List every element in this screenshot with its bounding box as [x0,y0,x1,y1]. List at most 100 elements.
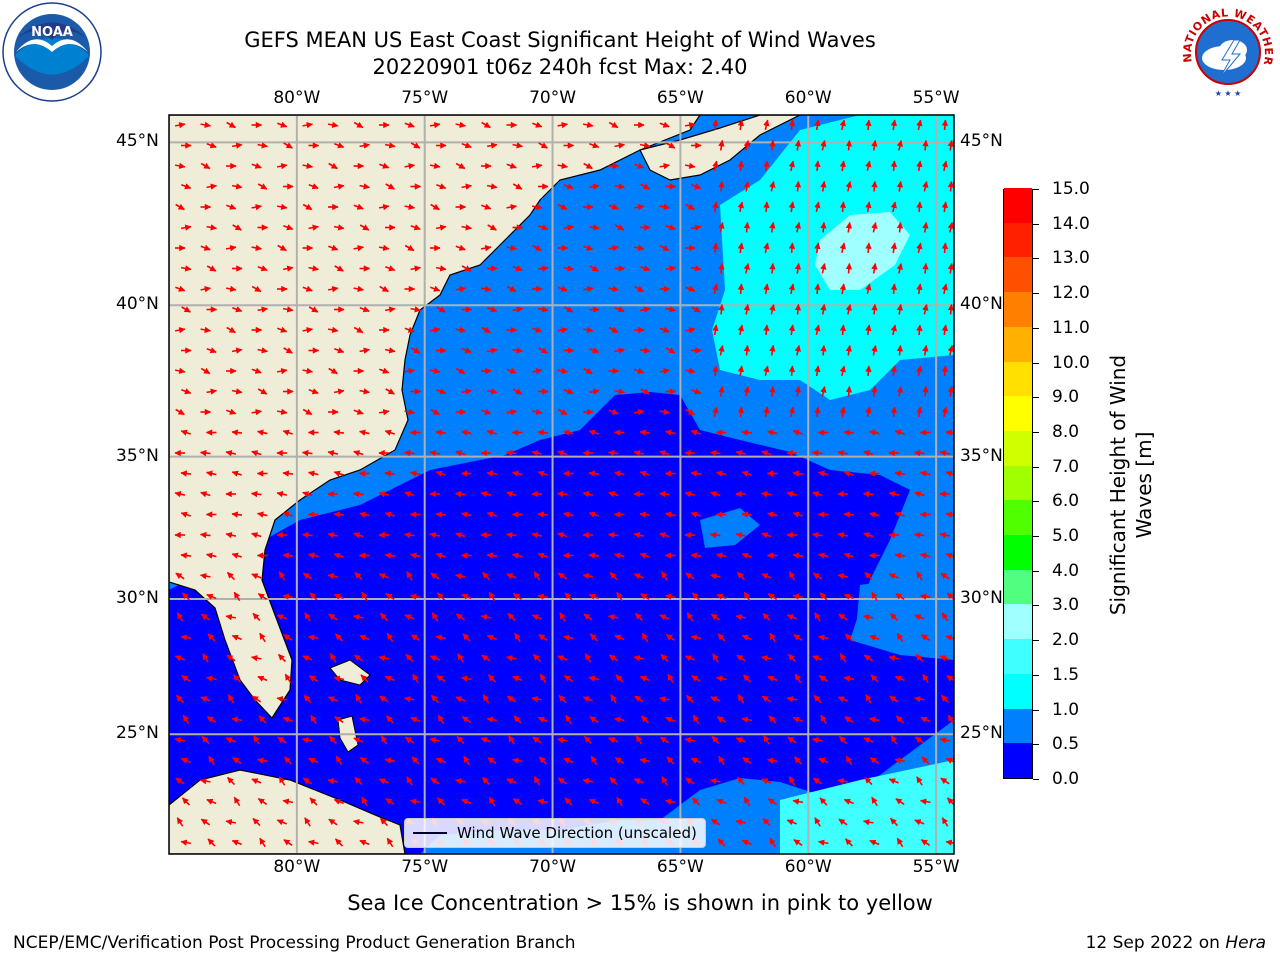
wave-direction-arrow [794,385,802,397]
wave-direction-arrow [812,655,823,662]
wave-direction-arrow [456,735,465,745]
wave-direction-arrow [894,552,906,559]
wave-direction-arrow [741,552,753,559]
wave-direction-arrow [844,716,854,723]
wave-direction-arrow [871,222,878,233]
wave-direction-arrow [404,736,415,744]
wave-direction-arrow [180,511,192,518]
colorbar-segment [1004,499,1032,536]
wave-direction-arrow [508,735,515,745]
wave-direction-arrow [817,470,829,477]
wave-direction-arrow [640,265,651,272]
wave-direction-arrow [845,385,853,397]
wave-direction-arrow [199,531,211,539]
wave-direction-arrow [614,757,625,764]
wave-direction-arrow [685,203,695,211]
wave-direction-arrow [684,491,696,498]
wave-direction-arrow [283,347,293,354]
wave-direction-arrow [941,160,948,172]
wave-direction-arrow [614,306,625,313]
wave-direction-arrow [562,511,574,518]
wave-direction-arrow [302,326,314,334]
wave-direction-arrow [435,634,447,641]
wave-direction-arrow [588,798,599,805]
wave-direction-arrow [913,695,925,703]
wave-direction-arrow [761,573,772,580]
wave-direction-arrow [378,654,390,662]
wave-direction-arrow [404,491,415,498]
wave-direction-arrow [786,819,797,826]
wave-direction-arrow [455,450,466,457]
colorbar-title: Significant Height of Wind Waves [m] [1106,354,1156,616]
wave-direction-arrow [743,386,750,397]
wave-direction-arrow [633,203,645,211]
wave-direction-arrow [487,224,497,231]
wave-direction-arrow [865,365,872,377]
wave-direction-arrow [384,347,396,354]
wave-direction-arrow [233,796,241,807]
latitude-label: 25°N [960,723,1003,744]
wave-direction-arrow [283,839,293,846]
wave-direction-arrow [256,757,268,764]
wave-direction-arrow [563,757,574,764]
wave-direction-arrow [481,326,491,334]
colorbar-label: 12.0 [1052,283,1090,304]
wave-direction-arrow [253,735,260,745]
wave-direction-arrow [919,470,931,477]
colorbar-label: 9.0 [1052,387,1080,408]
wave-direction-arrow [940,694,950,704]
wave-direction-arrow [794,139,802,151]
wave-direction-arrow [788,776,796,786]
wave-direction-arrow [537,265,549,272]
wave-direction-arrow [404,408,416,416]
wave-direction-arrow [589,633,599,642]
wave-direction-arrow [914,614,925,621]
wave-direction-arrow [659,244,670,252]
wave-direction-arrow [328,244,339,251]
wave-direction-arrow [334,838,344,847]
wave-direction-arrow [175,203,185,211]
wave-direction-arrow [556,490,568,498]
wave-direction-arrow [792,429,804,436]
wave-direction-arrow [505,654,517,662]
wave-direction-arrow [328,735,338,745]
wave-direction-arrow [837,696,848,703]
wave-direction-arrow [839,365,846,377]
wave-direction-arrow [301,531,313,539]
wave-direction-arrow [557,408,568,416]
wave-direction-arrow [947,714,954,725]
wave-direction-arrow [812,491,823,498]
wave-direction-arrow [763,119,770,131]
colorbar-segment [1004,187,1032,223]
wave-direction-arrow [455,613,466,621]
wave-direction-arrow [820,303,827,315]
wave-direction-arrow [735,818,747,826]
wave-direction-arrow [250,490,262,498]
wave-direction-arrow [225,244,237,252]
wave-direction-arrow [837,450,849,457]
wave-direction-arrow [614,224,625,231]
colorbar-tick [1033,258,1039,260]
wave-direction-arrow [659,408,671,416]
wave-direction-arrow [712,242,719,254]
wave-direction-arrow [486,552,498,559]
wave-direction-arrow [257,183,268,190]
wave-direction-arrow [488,796,496,807]
wave-direction-arrow [941,406,948,418]
wave-direction-arrow [922,139,929,151]
wave-direction-arrow [614,347,626,354]
wave-direction-arrow [793,634,803,641]
wave-direction-arrow [276,162,288,170]
colorbar-tick [1033,362,1039,364]
wave-direction-arrow [919,552,931,559]
wave-direction-arrow [480,285,492,293]
wave-direction-arrow [916,119,923,131]
wave-direction-arrow [251,244,263,252]
wave-direction-arrow [557,572,568,580]
wave-direction-arrow [684,655,695,662]
wave-direction-arrow [385,265,396,272]
wave-direction-arrow [384,675,395,682]
wave-direction-arrow [206,183,218,190]
wave-direction-arrow [916,324,923,336]
wave-direction-arrow [584,653,592,663]
